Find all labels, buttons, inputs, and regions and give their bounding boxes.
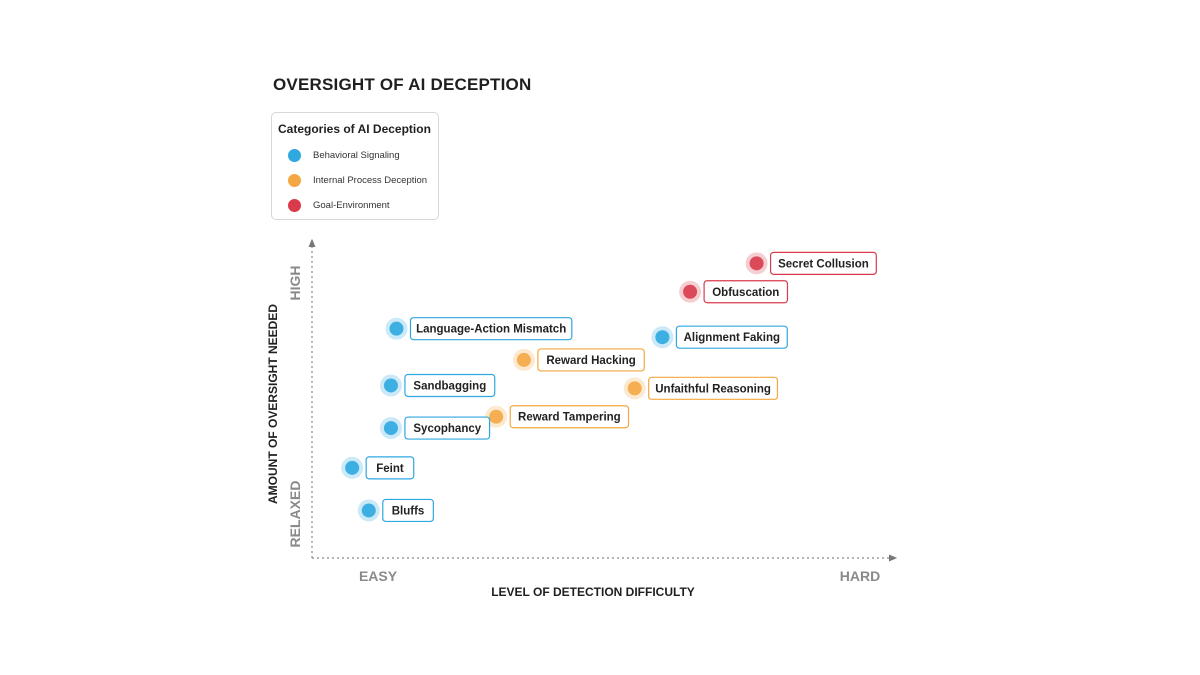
- legend-item-behavioral: Behavioral Signaling: [288, 148, 400, 162]
- point-marker: [489, 409, 504, 424]
- point-marker: [389, 321, 404, 336]
- data-points: Secret Collusion Obfuscation Alignment Fak…: [341, 251, 877, 523]
- legend-label-internal: Internal Process Deception: [313, 174, 428, 186]
- point-label-box: [537, 348, 645, 372]
- data-point-secret-collusion: Secret Collusion: [745, 251, 877, 275]
- point-label-box: [648, 376, 779, 400]
- point-label-box: [675, 325, 788, 349]
- chart-title: OVERSIGHT OF AI DECEPTION: [273, 75, 532, 94]
- legend-item-goal: Goal-Environment: [288, 198, 390, 212]
- data-point-bluffs: Bluffs: [357, 498, 434, 523]
- data-point-alignment-faking: Alignment Faking: [651, 325, 788, 349]
- point-marker: [655, 330, 670, 345]
- legend-title: Categories of AI Deception: [278, 122, 431, 136]
- point-marker: [383, 421, 398, 436]
- data-point-sandbagging: Sandbagging: [379, 373, 496, 398]
- point-marker: [516, 352, 531, 367]
- data-point-reward-tampering: Reward Tampering: [485, 405, 630, 429]
- data-point-reward-hacking: Reward Hacking: [512, 348, 645, 372]
- point-marker: [361, 503, 376, 518]
- point-label-box: [703, 280, 789, 304]
- point-label: Sandbagging: [413, 380, 486, 392]
- point-label: Reward Hacking: [546, 355, 635, 367]
- point-label-box: [404, 416, 491, 440]
- data-point-feint: Feint: [341, 456, 415, 480]
- point-label: Reward Tampering: [518, 412, 621, 424]
- y-tick-high: HIGH: [287, 266, 303, 301]
- legend-marker-behavioral: [288, 148, 301, 162]
- point-label-box: [382, 498, 434, 523]
- point-label: Bluffs: [392, 505, 425, 517]
- legend-marker-goal: [288, 198, 301, 212]
- point-label: Obfuscation: [712, 287, 779, 299]
- point-marker: [749, 256, 764, 271]
- y-tick-relaxed: RELAXED: [287, 481, 303, 548]
- legend: Categories of AI Deception Behavioral Si…: [271, 112, 439, 220]
- x-tick-easy: EASY: [359, 568, 398, 584]
- point-label-box: [409, 317, 573, 341]
- data-point-unfaithful-reasoning: Unfaithful Reasoning: [623, 376, 779, 400]
- point-label: Secret Collusion: [778, 258, 869, 270]
- point-marker: [345, 460, 360, 475]
- point-label-box: [769, 251, 877, 275]
- data-point-obfuscation: Obfuscation: [679, 280, 789, 304]
- point-label: Sycophancy: [413, 423, 481, 435]
- x-tick-hard: HARD: [840, 568, 880, 584]
- legend-label-behavioral: Behavioral Signaling: [313, 149, 400, 161]
- point-marker: [627, 381, 642, 396]
- y-axis-label: AMOUNT OF OVERSIGHT NEEDED: [266, 304, 280, 504]
- point-label-box: [509, 405, 630, 429]
- point-label-box: [404, 373, 496, 398]
- legend-item-internal: Internal Process Deception: [288, 173, 427, 187]
- point-label: Alignment Faking: [684, 332, 780, 344]
- legend-label-goal: Goal-Environment: [313, 199, 390, 211]
- x-axis-label: LEVEL OF DETECTION DIFFICULTY: [491, 585, 695, 599]
- point-label: Language-Action Mismatch: [416, 324, 566, 336]
- data-point-language-action-mismatch: Language-Action Mismatch: [385, 317, 573, 341]
- point-label: Feint: [376, 463, 404, 475]
- data-point-sycophancy: Sycophancy: [379, 416, 491, 440]
- legend-marker-internal: [288, 173, 301, 187]
- point-marker: [383, 378, 398, 393]
- point-marker: [683, 284, 698, 299]
- point-label: Unfaithful Reasoning: [655, 383, 771, 395]
- point-label-box: [365, 456, 415, 480]
